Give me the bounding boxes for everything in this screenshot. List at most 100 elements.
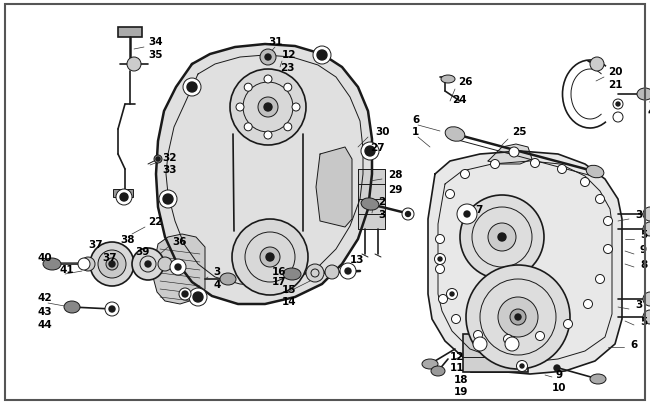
Circle shape [558,165,567,174]
Text: 37: 37 [88,239,103,249]
Circle shape [120,194,128,202]
Circle shape [509,148,519,158]
Polygon shape [156,45,372,304]
Circle shape [595,275,604,284]
Text: 17: 17 [272,276,287,286]
Circle shape [530,159,540,168]
Circle shape [145,261,151,267]
Circle shape [170,259,186,275]
Text: 3: 3 [648,95,650,105]
Circle shape [90,243,134,286]
Circle shape [488,224,516,252]
Circle shape [517,360,528,371]
Circle shape [264,76,272,84]
Text: 34: 34 [148,37,162,47]
Circle shape [365,147,375,157]
Text: 6: 6 [412,115,419,125]
Text: 28: 28 [388,170,402,179]
Text: 14: 14 [282,296,296,306]
Circle shape [163,194,173,205]
Circle shape [504,335,512,344]
Text: 44: 44 [38,319,53,329]
Text: 37: 37 [102,252,116,262]
Ellipse shape [637,89,650,101]
Circle shape [132,248,164,280]
Text: 12: 12 [282,50,296,60]
Text: 25: 25 [512,127,527,136]
Circle shape [616,103,620,107]
Circle shape [590,58,604,72]
Polygon shape [316,148,352,228]
Ellipse shape [422,359,438,369]
Circle shape [284,84,292,92]
Ellipse shape [445,128,465,142]
Circle shape [78,258,90,270]
Ellipse shape [586,166,604,178]
Circle shape [439,295,447,304]
Text: 15: 15 [282,284,296,294]
Circle shape [464,211,470,217]
Text: 7: 7 [475,205,482,215]
Circle shape [434,254,445,265]
Circle shape [244,124,252,132]
Circle shape [258,98,278,118]
Text: 40: 40 [38,252,53,262]
Circle shape [473,337,487,351]
Circle shape [260,247,280,267]
Circle shape [520,364,524,368]
Circle shape [116,190,132,205]
Circle shape [457,205,477,224]
Circle shape [175,264,181,270]
Circle shape [127,58,141,72]
Text: 5: 5 [640,316,647,326]
Text: 3: 3 [213,266,220,276]
Text: 9: 9 [555,369,562,379]
Circle shape [473,331,482,340]
Bar [118,28,142,38]
Circle shape [498,297,538,337]
Circle shape [98,250,126,278]
Circle shape [450,292,454,296]
Ellipse shape [361,198,379,211]
Polygon shape [358,170,385,230]
Ellipse shape [220,273,236,285]
Text: 31: 31 [268,37,283,47]
Circle shape [81,257,95,271]
Text: 8: 8 [640,259,647,269]
Ellipse shape [590,374,606,384]
Circle shape [460,196,544,279]
Circle shape [264,132,272,140]
Text: 13: 13 [350,254,365,264]
Circle shape [156,158,160,162]
Text: 12: 12 [450,351,465,361]
Circle shape [109,261,115,267]
Text: 5: 5 [640,230,647,239]
Circle shape [438,257,442,261]
Circle shape [595,195,604,204]
Ellipse shape [283,269,301,280]
Bar [463,334,528,372]
Polygon shape [153,234,205,304]
Circle shape [580,178,590,187]
Circle shape [244,84,252,92]
Text: 38: 38 [120,234,135,244]
Circle shape [515,314,521,320]
Circle shape [466,265,570,369]
Circle shape [452,315,460,324]
Text: 30: 30 [375,127,389,136]
Polygon shape [488,145,532,164]
Circle shape [491,160,499,169]
Circle shape [613,113,623,123]
Text: 3: 3 [635,299,642,309]
Text: 22: 22 [148,216,162,226]
Circle shape [445,190,454,199]
Circle shape [158,257,172,271]
Text: 43: 43 [38,306,53,316]
Circle shape [260,50,276,66]
Circle shape [584,300,593,309]
Text: 41: 41 [60,264,75,274]
Circle shape [564,320,573,329]
Circle shape [187,83,197,93]
Circle shape [340,263,356,279]
Circle shape [265,55,271,61]
